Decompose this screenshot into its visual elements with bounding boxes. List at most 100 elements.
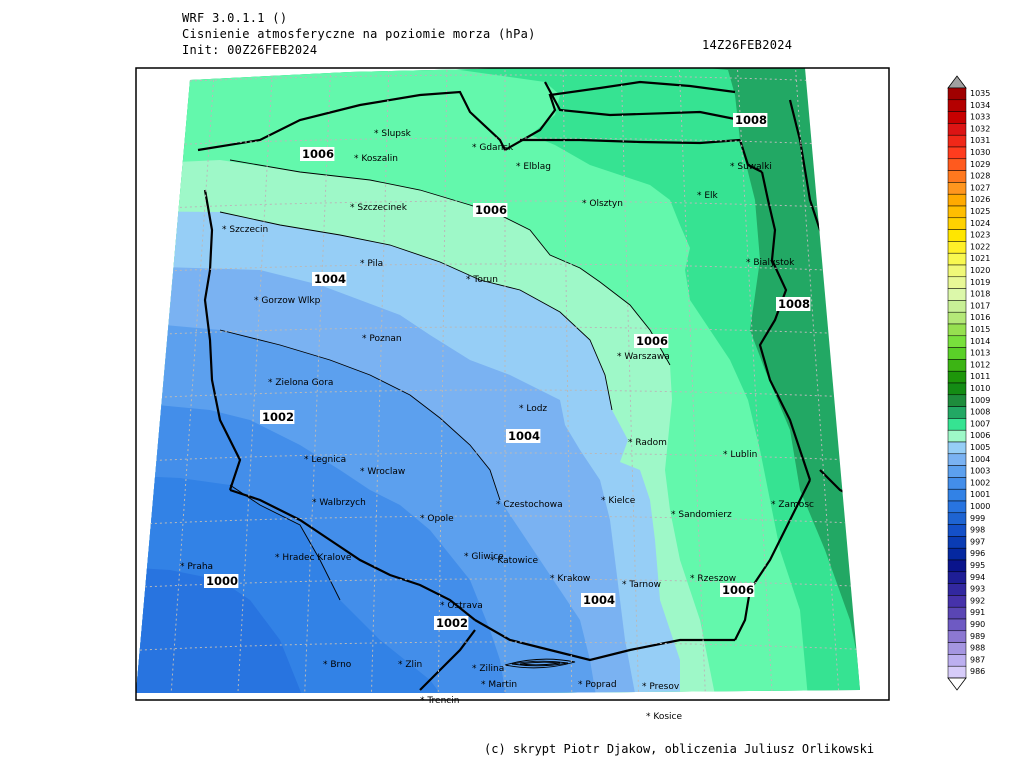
colorbar-label: 1019 (970, 278, 990, 287)
colorbar-label: 1021 (970, 254, 990, 263)
colorbar-label: 1031 (970, 136, 990, 145)
colorbar-swatch (947, 595, 967, 608)
colorbar-swatch (947, 217, 967, 230)
colorbar-swatch (947, 406, 967, 419)
contour-label: 1004 (583, 593, 615, 607)
colorbar-label: 1003 (970, 467, 990, 476)
colorbar-label: 1028 (970, 172, 990, 181)
colorbar-label: 991 (970, 608, 985, 617)
colorbar-swatch (947, 146, 967, 160)
city-label: * Brno (323, 660, 352, 670)
city-label: * Presov (642, 682, 680, 692)
pressure-field-999 (136, 560, 310, 693)
colorbar-label: 989 (970, 632, 985, 641)
colorbar-label: 1001 (970, 490, 990, 499)
city-label: * Kielce (601, 496, 636, 506)
colorbar-swatch (947, 252, 967, 266)
contour-label-bg (204, 574, 239, 588)
colorbar-cap-bottom (947, 677, 967, 691)
colorbar-swatch (947, 123, 967, 136)
colorbar-cap-top (947, 75, 967, 89)
lat-lon-grid (136, 68, 860, 693)
colorbar-swatch (947, 465, 967, 478)
colorbar-swatch (947, 311, 967, 325)
colorbar-swatch (947, 229, 967, 242)
poland-lithuania-border (738, 139, 763, 173)
colorbar-label: 999 (970, 514, 985, 523)
colorbar-swatch (947, 87, 967, 101)
city-label: * Warszawa (617, 352, 670, 362)
contour-label-bg (506, 429, 541, 443)
colorbar-label: 995 (970, 561, 985, 570)
colorbar-swatch (947, 418, 967, 431)
model-title: WRF 3.0.1.1 () (182, 11, 288, 25)
colorbar-swatch (947, 394, 967, 407)
contour-label: 1006 (636, 334, 668, 348)
city-label: * Praha (180, 562, 213, 572)
colorbar-swatch (947, 370, 967, 384)
colorbar-label: 993 (970, 585, 985, 594)
colorbar-swatch (947, 158, 967, 171)
colorbar-label: 1034 (970, 101, 990, 110)
colorbar-label: 1011 (970, 372, 990, 381)
colorbar-swatch (947, 665, 967, 679)
colorbar-swatch (947, 300, 967, 313)
contour-label-bg (312, 272, 347, 286)
colorbar-label: 990 (970, 620, 985, 629)
city-label: * Walbrzych (312, 498, 366, 508)
city-label: * Katowice (490, 556, 538, 566)
colorbar-swatch (947, 288, 967, 301)
contour-label-bg (581, 593, 616, 607)
city-label: * Czestochowa (496, 500, 563, 510)
colorbar-label: 998 (970, 526, 985, 535)
city-label: * Tarnow (622, 580, 661, 590)
poland-slovakia-border (474, 619, 735, 662)
colorbar-swatch (947, 193, 967, 207)
colorbar-label: 1006 (970, 431, 990, 440)
contour-label: 1006 (722, 583, 754, 597)
contour-label: 1006 (475, 203, 507, 217)
city-label: * Zilina (472, 664, 504, 674)
colorbar-label: 1022 (970, 242, 990, 251)
contour-label: 1002 (436, 616, 468, 630)
colorbar-swatch (947, 500, 967, 514)
colorbar-swatch (947, 524, 967, 537)
czech-slovakia-border (419, 629, 476, 691)
colorbar-label: 1009 (970, 396, 990, 405)
colorbar-swatch (947, 205, 967, 219)
contour-label-bg (473, 203, 508, 217)
colorbar-label: 986 (970, 667, 985, 676)
contour-label-bg (260, 410, 295, 424)
colorbar-swatch (947, 642, 967, 655)
city-label: * Gliwice (464, 552, 504, 562)
colorbar-swatch (947, 382, 967, 396)
colorbar-swatch (947, 182, 967, 195)
poland-ukraine-border (734, 479, 811, 641)
poland-western-border (203, 189, 242, 491)
colorbar-label: 1035 (970, 89, 990, 98)
colorbar-swatch (947, 559, 967, 573)
colorbar-label: 1010 (970, 384, 990, 393)
colorbar-label: 988 (970, 644, 985, 653)
colorbar-label: 1004 (970, 455, 990, 464)
city-label: * Pila (360, 259, 383, 269)
city-label: * Rzeszow (690, 574, 736, 584)
colorbar-label: 1012 (970, 360, 990, 369)
colorbar-label: 1017 (970, 301, 990, 310)
colorbar-swatch (947, 111, 967, 124)
colorbar-label: 1014 (970, 337, 990, 346)
city-label: * Krakow (550, 574, 590, 584)
city-label: * Zielona Gora (268, 378, 333, 388)
colorbar-swatch (947, 335, 967, 348)
city-label: * Poprad (578, 680, 617, 690)
colorbar-swatch (947, 170, 967, 183)
poland-belarus-border (758, 171, 812, 481)
init-time: Init: 00Z26FEB2024 (182, 43, 318, 57)
colorbar-swatch (947, 477, 967, 490)
colorbar-label: 1005 (970, 443, 990, 452)
colorbar-label: 1000 (970, 502, 990, 511)
colorbar-label: 1025 (970, 207, 990, 216)
city-label: * Olsztyn (582, 199, 623, 209)
city-label: * Hradec Kralove (275, 553, 352, 563)
